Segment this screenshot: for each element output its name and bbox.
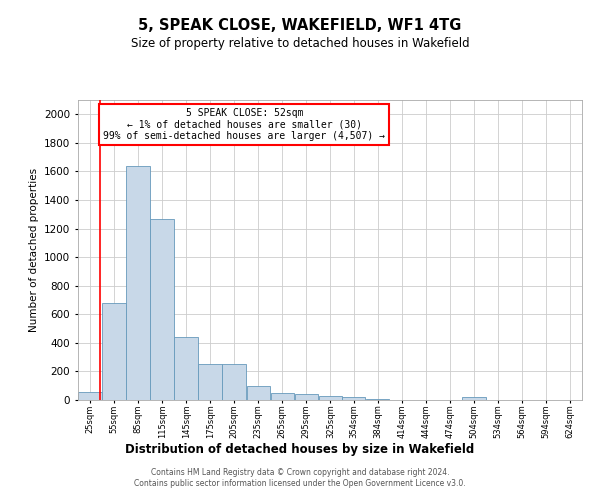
Bar (319, 396, 342, 400)
Bar (102, 303, 126, 400)
Bar (127, 166, 150, 400)
Bar (151, 218, 174, 400)
Bar (342, 397, 365, 400)
Y-axis label: Number of detached properties: Number of detached properties (29, 168, 38, 332)
Text: 5 SPEAK CLOSE: 52sqm
← 1% of detached houses are smaller (30)
99% of semi-detach: 5 SPEAK CLOSE: 52sqm ← 1% of detached ho… (103, 108, 385, 140)
Bar (271, 393, 294, 400)
Bar (247, 386, 270, 400)
Bar (199, 364, 222, 400)
Text: Contains HM Land Registry data © Crown copyright and database right 2024.
Contai: Contains HM Land Registry data © Crown c… (134, 468, 466, 487)
Text: Size of property relative to detached houses in Wakefield: Size of property relative to detached ho… (131, 38, 469, 51)
Bar (462, 397, 485, 400)
Text: 5, SPEAK CLOSE, WAKEFIELD, WF1 4TG: 5, SPEAK CLOSE, WAKEFIELD, WF1 4TG (139, 18, 461, 32)
Bar (175, 337, 198, 400)
Bar (78, 392, 102, 400)
Bar (295, 394, 318, 400)
Bar (223, 364, 246, 400)
Text: Distribution of detached houses by size in Wakefield: Distribution of detached houses by size … (125, 442, 475, 456)
